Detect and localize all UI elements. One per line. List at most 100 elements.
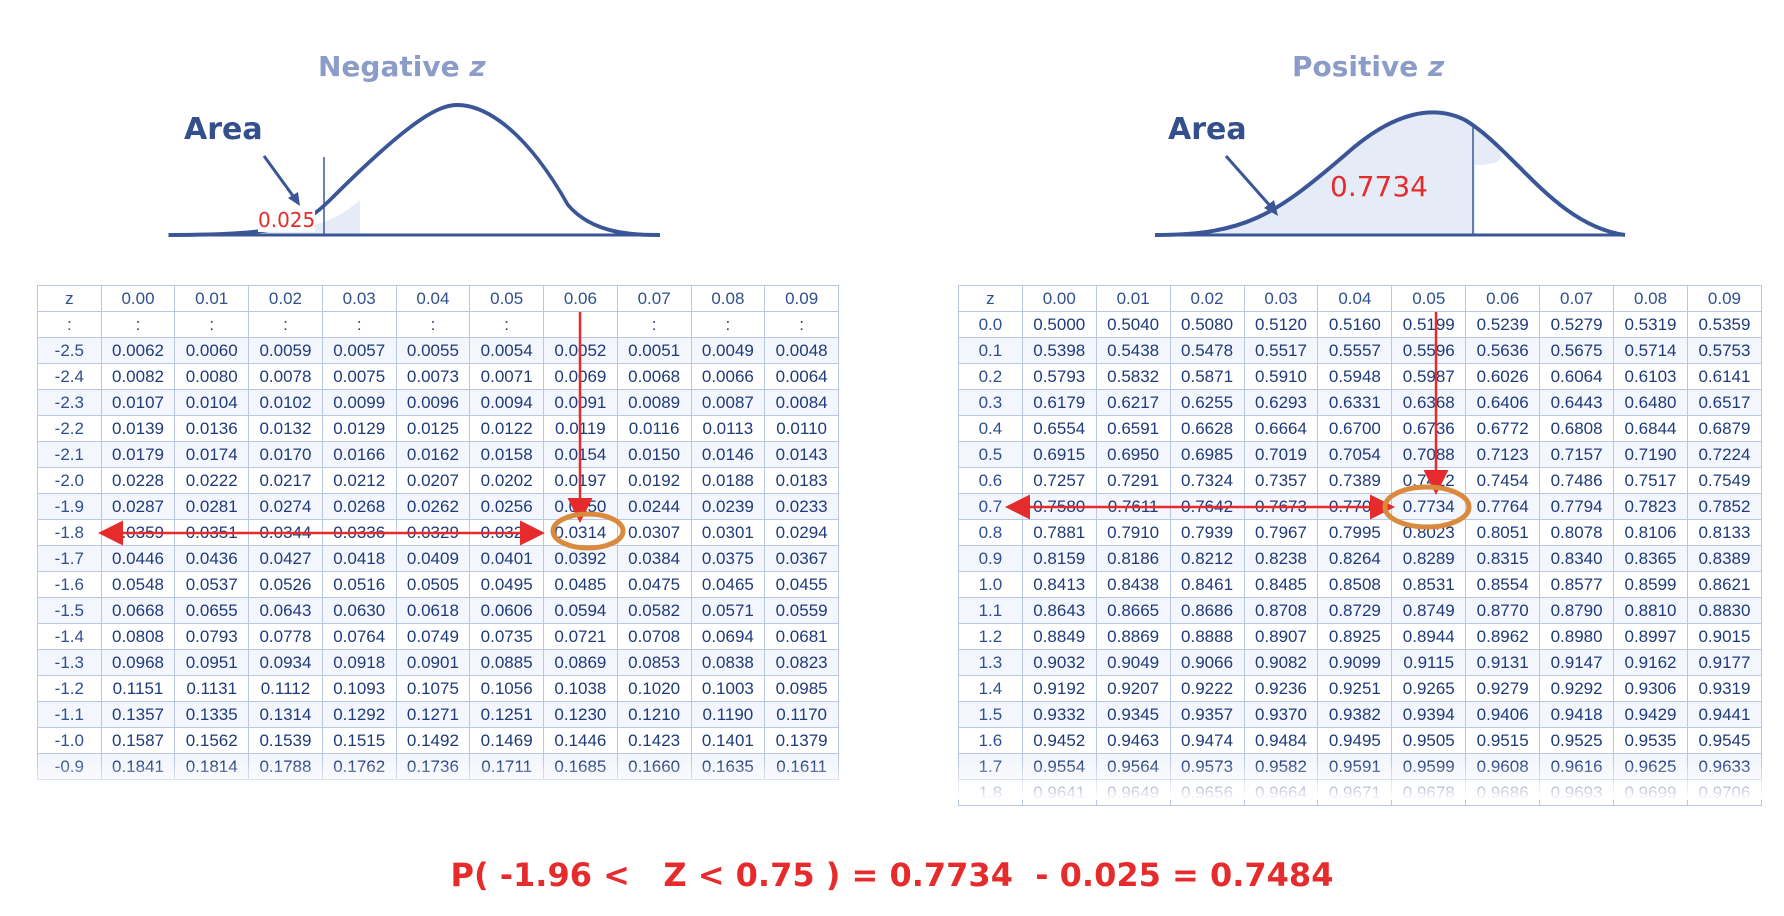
table-cell: 0.1251 bbox=[469, 701, 545, 728]
table-cell: 0.8925 bbox=[1317, 623, 1393, 650]
table-cell: 0.1003 bbox=[690, 675, 766, 702]
table-cell: 0.0594 bbox=[543, 597, 618, 624]
table-cell: 0.9082 bbox=[1243, 649, 1319, 676]
table-cell: 0.5000 bbox=[1021, 311, 1097, 338]
table-cell: 0.0212 bbox=[321, 467, 397, 494]
table-cell: 0.9015 bbox=[1686, 623, 1763, 650]
table-cell: 0.0681 bbox=[764, 623, 839, 650]
table-cell: 0.0073 bbox=[395, 363, 471, 390]
table-cell: : bbox=[543, 311, 618, 338]
table-cell: 0.0129 bbox=[321, 415, 397, 442]
table-cell: 0.9394 bbox=[1391, 701, 1467, 728]
table-cell: 0.9032 bbox=[1021, 649, 1097, 676]
row-z-value: -1.9 bbox=[37, 493, 102, 520]
table-cell: 0.8106 bbox=[1613, 519, 1688, 546]
table-cell: 0.0119 bbox=[543, 415, 618, 442]
row-z-value: 0.3 bbox=[958, 389, 1023, 416]
table-row: 1.6 0.9452 0.9463 0.9474 0.9484 0.9495 0.9505 0… bbox=[958, 727, 1763, 754]
table-cell: 0.0150 bbox=[616, 441, 692, 468]
table-cell: 0.7486 bbox=[1539, 467, 1615, 494]
table-cell: 0.8186 bbox=[1095, 545, 1171, 572]
table-cell: 0.6700 bbox=[1317, 415, 1393, 442]
table-row: -2.2 0.0139 0.0136 0.0132 0.0129 0.0125 0.0122… bbox=[37, 415, 839, 442]
row-z-value: 1.5 bbox=[958, 701, 1023, 728]
table-cell: 0.0104 bbox=[174, 389, 250, 416]
table-cell: 0.0505 bbox=[395, 571, 471, 598]
positive-bell-curve bbox=[1154, 110, 1626, 237]
table-row: -1.5 0.0668 0.0655 0.0643 0.0630 0.0618 0.0606… bbox=[37, 597, 839, 624]
table-cell: 0.7910 bbox=[1095, 519, 1171, 546]
probability-formula: P( -1.96 < Z < 0.75 ) = 0.7734 - 0.025 =… bbox=[450, 856, 1334, 894]
table-cell: 0.0166 bbox=[321, 441, 397, 468]
row-z-value: 0.5 bbox=[958, 441, 1023, 468]
table-cell: 0.0869 bbox=[543, 649, 618, 676]
table-cell: 0.0384 bbox=[616, 545, 692, 572]
table-cell: 0.0239 bbox=[690, 493, 766, 520]
table-cell: 0.0078 bbox=[248, 363, 323, 390]
table-cell: 0.8554 bbox=[1465, 571, 1541, 598]
table-cell: 0.0618 bbox=[395, 597, 471, 624]
table-cell: 0.9279 bbox=[1465, 675, 1541, 702]
table-cell: 0.9319 bbox=[1686, 675, 1763, 702]
table-cell: 0.9207 bbox=[1095, 675, 1171, 702]
table-cell: 0.8051 bbox=[1465, 519, 1541, 546]
table-cell: 0.9525 bbox=[1539, 727, 1615, 754]
row-z-value: -1.8 bbox=[37, 519, 102, 546]
table-cell: 0.6255 bbox=[1169, 389, 1245, 416]
header-col: 0.00 bbox=[100, 285, 176, 312]
table-cell: 0.0094 bbox=[469, 389, 545, 416]
table-row: -1.7 0.0446 0.0436 0.0427 0.0418 0.0409 0.0401… bbox=[37, 545, 839, 572]
table-cell: 0.8980 bbox=[1539, 623, 1615, 650]
table-cell: 0.9505 bbox=[1391, 727, 1467, 754]
table-cell: 0.8159 bbox=[1021, 545, 1097, 572]
table-cell: 0.7852 bbox=[1686, 493, 1763, 520]
header-col: 0.01 bbox=[174, 285, 250, 312]
table-cell: 0.7967 bbox=[1243, 519, 1319, 546]
table-cell: 0.8365 bbox=[1613, 545, 1688, 572]
table-cell: 0.0099 bbox=[321, 389, 397, 416]
table-cell: 0.1587 bbox=[100, 727, 176, 754]
table-cell: 0.0217 bbox=[248, 467, 323, 494]
table-cell: 0.1038 bbox=[543, 675, 618, 702]
table-cell: 0.1210 bbox=[616, 701, 692, 728]
table-cell: 0.0951 bbox=[174, 649, 250, 676]
table-cell: 0.0102 bbox=[248, 389, 323, 416]
table-cell: 0.9066 bbox=[1169, 649, 1245, 676]
table-cell: 0.7549 bbox=[1686, 467, 1763, 494]
table-cell: 0.7517 bbox=[1613, 467, 1688, 494]
table-cell: 0.1515 bbox=[321, 727, 397, 754]
table-cell: 0.7389 bbox=[1317, 467, 1393, 494]
table-cell: 0.8770 bbox=[1465, 597, 1541, 624]
row-z-value: 1.3 bbox=[958, 649, 1023, 676]
table-cell: 0.6844 bbox=[1613, 415, 1688, 442]
row-z-value: -1.3 bbox=[37, 649, 102, 676]
table-cell: 0.0110 bbox=[764, 415, 839, 442]
table-cell: 0.6443 bbox=[1539, 389, 1615, 416]
table-cell: 0.8621 bbox=[1686, 571, 1763, 598]
table-cell: 0.8485 bbox=[1243, 571, 1319, 598]
header-z: z bbox=[958, 285, 1023, 312]
table-cell: 0.1539 bbox=[248, 727, 323, 754]
row-z-value: 1.4 bbox=[958, 675, 1023, 702]
table-row: -1.8 0.0359 0.0351 0.0344 0.0336 0.0329 0.0322… bbox=[37, 519, 839, 546]
row-z-value: 0.6 bbox=[958, 467, 1023, 494]
table-cell: 0.0068 bbox=[616, 363, 692, 390]
table-cell: 0.5160 bbox=[1317, 311, 1393, 338]
table-cell: 0.0281 bbox=[174, 493, 250, 520]
table-cell: 0.9265 bbox=[1391, 675, 1467, 702]
table-cell: 0.9382 bbox=[1317, 701, 1393, 728]
table-cell: 0.9131 bbox=[1465, 649, 1541, 676]
table-row: 0.4 0.6554 0.6591 0.6628 0.6664 0.6700 0.6736 0… bbox=[958, 415, 1763, 442]
table-cell: 0.0075 bbox=[321, 363, 397, 390]
table-cell: 0.0392 bbox=[543, 545, 618, 572]
table-cell: 0.1379 bbox=[764, 727, 839, 754]
table-cell: 0.0526 bbox=[248, 571, 323, 598]
row-z-value: -1.1 bbox=[37, 701, 102, 728]
table-cell: 0.8212 bbox=[1169, 545, 1245, 572]
table-cell: 0.1314 bbox=[248, 701, 323, 728]
header-col: 0.05 bbox=[1391, 285, 1467, 312]
table-cell: 0.0359 bbox=[100, 519, 176, 546]
table-cell: : bbox=[174, 311, 250, 338]
row-z-value: 1.6 bbox=[958, 727, 1023, 754]
table-cell: 0.0668 bbox=[100, 597, 176, 624]
